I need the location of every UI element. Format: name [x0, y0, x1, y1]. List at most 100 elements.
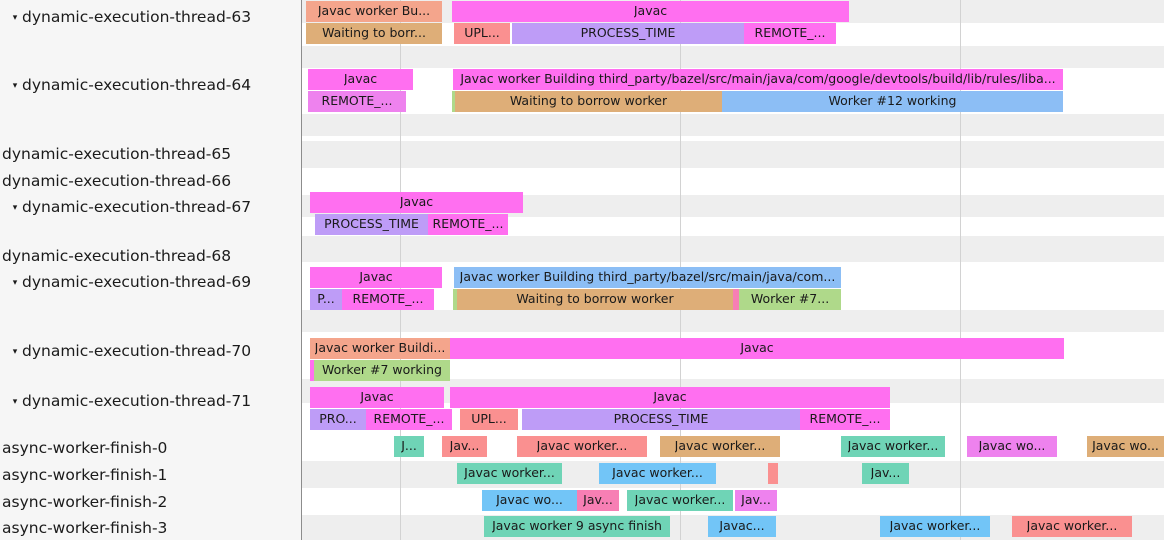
trace-slice[interactable]: Javac worker Building third_party/bazel/…: [454, 267, 841, 288]
track-label-dynamic-execution-thread-64[interactable]: ▾ dynamic-execution-thread-64: [0, 74, 301, 96]
track-name: dynamic-execution-thread-65: [2, 145, 232, 163]
trace-slice[interactable]: J...: [394, 436, 424, 457]
trace-slice[interactable]: P...: [310, 289, 342, 310]
trace-slice-label: Worker #7 working: [322, 364, 442, 377]
track-label-dynamic-execution-thread-70[interactable]: ▾ dynamic-execution-thread-70: [0, 340, 301, 362]
track-label-gutter: ▾ dynamic-execution-thread-63 ▾ dynamic-exe…: [0, 0, 302, 540]
track-label-async-worker-finish-0[interactable]: async-worker-finish-0: [0, 437, 301, 459]
trace-slice[interactable]: [453, 289, 457, 310]
trace-slice[interactable]: Javac worker...: [841, 436, 945, 457]
trace-slice[interactable]: Javac worker...: [880, 516, 990, 537]
track-label-dynamic-execution-thread-67[interactable]: ▾ dynamic-execution-thread-67: [0, 196, 301, 218]
track-label-dynamic-execution-thread-63[interactable]: ▾ dynamic-execution-thread-63: [0, 6, 301, 28]
track-name: dynamic-execution-thread-67: [22, 198, 252, 216]
track-label-async-worker-finish-1[interactable]: async-worker-finish-1: [0, 464, 301, 486]
trace-slice-label: Javac: [399, 196, 434, 209]
trace-slice[interactable]: Javac: [450, 387, 890, 408]
trace-slice[interactable]: Javac: [452, 1, 849, 22]
trace-slice[interactable]: [452, 91, 456, 112]
trace-slice[interactable]: [733, 289, 739, 310]
trace-slice[interactable]: Javac worker...: [599, 463, 716, 484]
track-name: dynamic-execution-thread-64: [22, 76, 252, 94]
trace-slice[interactable]: REMOTE_...: [428, 214, 508, 235]
trace-slice[interactable]: Javac worker Buildi...: [310, 338, 450, 359]
timeline-pane[interactable]: Javac worker Bu... Javac Waiting to borr..…: [302, 0, 1164, 540]
trace-slice-label: REMOTE_...: [809, 413, 881, 426]
chevron-down-icon[interactable]: ▾: [12, 396, 18, 407]
trace-slice[interactable]: Waiting to borrow worker: [455, 91, 722, 112]
trace-slice-label: Waiting to borrow worker: [516, 293, 674, 306]
trace-slice[interactable]: Jav...: [442, 436, 487, 457]
trace-slice[interactable]: Javac: [450, 338, 1064, 359]
trace-slice[interactable]: REMOTE_...: [366, 409, 452, 430]
time-gridline: [960, 0, 961, 540]
trace-slice[interactable]: [768, 463, 778, 484]
track-label-dynamic-execution-thread-68[interactable]: dynamic-execution-thread-68: [0, 245, 301, 267]
trace-slice[interactable]: Javac: [310, 387, 444, 408]
trace-slice[interactable]: Javac worker 9 async finish: [484, 516, 670, 537]
chevron-down-icon[interactable]: ▾: [12, 346, 18, 357]
trace-slice[interactable]: REMOTE_...: [308, 91, 406, 112]
track-label-dynamic-execution-thread-66[interactable]: dynamic-execution-thread-66: [0, 170, 301, 192]
chevron-down-icon[interactable]: ▾: [12, 80, 18, 91]
track-label-async-worker-finish-3[interactable]: async-worker-finish-3: [0, 517, 301, 539]
chevron-down-icon[interactable]: ▾: [12, 12, 18, 23]
trace-slice[interactable]: Worker #7...: [739, 289, 841, 310]
trace-slice[interactable]: Javac: [310, 267, 442, 288]
trace-slice[interactable]: REMOTE_...: [342, 289, 434, 310]
trace-slice[interactable]: Waiting to borrow worker: [457, 289, 733, 310]
trace-slice-label: Waiting to borrow worker: [509, 95, 668, 108]
trace-slice-label: Jav...: [583, 494, 613, 507]
trace-slice[interactable]: [310, 360, 314, 381]
track-label-dynamic-execution-thread-65[interactable]: dynamic-execution-thread-65: [0, 143, 301, 165]
trace-slice[interactable]: Javac wo...: [1087, 436, 1164, 457]
trace-slice[interactable]: Javac worker...: [627, 490, 733, 511]
trace-slice[interactable]: Worker #7 working: [314, 360, 450, 381]
trace-slice[interactable]: PROCESS_TIME: [315, 214, 428, 235]
trace-slice[interactable]: Jav...: [577, 490, 619, 511]
track-name: async-worker-finish-3: [2, 519, 168, 537]
trace-slice[interactable]: Javac worker...: [517, 436, 647, 457]
row-band: [302, 46, 1164, 68]
track-label-async-worker-finish-2[interactable]: async-worker-finish-2: [0, 491, 301, 513]
trace-slice[interactable]: PROCESS_TIME: [512, 23, 744, 44]
trace-slice[interactable]: REMOTE_...: [800, 409, 890, 430]
trace-slice-label: PRO...: [319, 413, 357, 426]
trace-slice[interactable]: Javac: [310, 192, 523, 213]
trace-slice-label: UPL...: [464, 27, 500, 40]
trace-slice[interactable]: Javac worker...: [457, 463, 562, 484]
trace-slice[interactable]: UPL...: [460, 409, 518, 430]
trace-slice-label: Javac: [359, 271, 393, 284]
trace-slice[interactable]: PROCESS_TIME: [522, 409, 800, 430]
trace-slice[interactable]: Waiting to borr...: [306, 23, 442, 44]
trace-slice-label: Javac: [633, 5, 668, 18]
trace-slice-label: Javac: [740, 342, 774, 355]
trace-slice[interactable]: Javac...: [708, 516, 776, 537]
trace-slice-label: UPL...: [471, 413, 507, 426]
trace-slice[interactable]: Javac worker...: [1012, 516, 1132, 537]
trace-slice[interactable]: Javac worker Building third_party/bazel/…: [453, 69, 1063, 90]
track-name: async-worker-finish-2: [2, 493, 168, 511]
trace-slice[interactable]: UPL...: [454, 23, 510, 44]
track-label-dynamic-execution-thread-71[interactable]: ▾ dynamic-execution-thread-71: [0, 390, 301, 412]
track-name: dynamic-execution-thread-63: [22, 8, 252, 26]
track-label-dynamic-execution-thread-69[interactable]: ▾ dynamic-execution-thread-69: [0, 271, 301, 293]
trace-slice[interactable]: Javac wo...: [967, 436, 1057, 457]
trace-slice[interactable]: Javac wo...: [482, 490, 577, 511]
trace-slice[interactable]: Javac worker Bu...: [306, 1, 442, 22]
chevron-down-icon[interactable]: ▾: [12, 202, 18, 213]
track-name: async-worker-finish-1: [2, 466, 168, 484]
track-name: dynamic-execution-thread-66: [2, 172, 232, 190]
trace-slice[interactable]: Javac: [308, 69, 413, 90]
trace-slice-label: Javac wo...: [1092, 440, 1159, 453]
trace-slice-label: Javac worker Bu...: [317, 5, 431, 18]
trace-slice[interactable]: Javac worker...: [660, 436, 780, 457]
trace-slice[interactable]: Worker #12 working: [722, 91, 1063, 112]
trace-slice[interactable]: PRO...: [310, 409, 366, 430]
trace-slice-label: REMOTE_...: [321, 95, 393, 108]
chevron-down-icon[interactable]: ▾: [12, 277, 18, 288]
trace-slice[interactable]: Jav...: [862, 463, 909, 484]
trace-slice[interactable]: REMOTE_...: [744, 23, 836, 44]
trace-slice[interactable]: Jav...: [735, 490, 777, 511]
